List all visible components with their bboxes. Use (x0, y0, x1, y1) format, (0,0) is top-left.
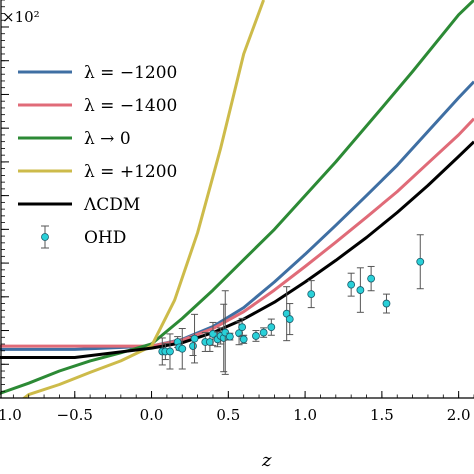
ohd-data-point (239, 335, 248, 344)
ohd-data-point (367, 274, 376, 283)
legend-label-lambda-minus1400: λ = −1400 (84, 96, 177, 116)
x-tick-label: 0.5 (216, 406, 240, 424)
series-line-lambda-to-0 (0, 0, 474, 395)
ohd-data-point (238, 323, 247, 332)
ohd-data-point (285, 315, 294, 323)
x-tick-label: 1.0 (0, 406, 22, 424)
series-layer (0, 0, 474, 398)
x-tick-label: 1.5 (370, 406, 394, 424)
y-scale-label: ×10² (2, 8, 40, 26)
legend: λ = −1200 λ = −1400 λ → 0 λ = +1200 ΛCDM OHD (18, 63, 177, 249)
x-tick-label: 0.0 (140, 406, 164, 424)
ohd-data-point (416, 257, 425, 266)
legend-label-lambda-cdm: ΛCDM (83, 195, 140, 215)
x-tick-label: 2.0 (447, 406, 471, 424)
series-line-lambda-minus1200 (0, 80, 474, 351)
legend-label-lambda-to-0: λ → 0 (84, 129, 131, 149)
axes-layer: 1.0 −0.5 0.0 0.5 1.0 1.5 2.0 (0, 0, 474, 424)
series-line-lambda-cdm (0, 140, 474, 359)
ohd-data-point (259, 328, 268, 337)
ohd-data-point (252, 332, 260, 340)
legend-label-lambda-plus1200: λ = +1200 (84, 162, 177, 182)
ohd-data-point (382, 299, 391, 308)
ohd-points-layer (158, 234, 425, 375)
series-line-lambda-plus1200 (21, 0, 266, 398)
ohd-data-point (166, 347, 174, 356)
ohd-data-point (347, 280, 356, 289)
legend-label-ohd: OHD (84, 228, 126, 248)
legend-label-lambda-minus1200: λ = −1200 (84, 63, 177, 83)
ohd-data-point (356, 286, 365, 294)
ohd-data-point (178, 344, 187, 353)
series-line-lambda-minus1400 (0, 117, 474, 348)
x-axis-label: z (261, 450, 272, 471)
ohd-data-point (267, 323, 276, 332)
ohd-data-point (189, 342, 197, 350)
x-tick-label: −0.5 (57, 406, 93, 424)
ohd-data-point (225, 332, 234, 341)
legend-swatch-ohd (41, 233, 49, 241)
ohd-data-point (307, 290, 316, 299)
ohd-data-point (205, 338, 214, 346)
x-tick-label: 1.0 (293, 406, 317, 424)
ohd-data-point (190, 334, 199, 343)
